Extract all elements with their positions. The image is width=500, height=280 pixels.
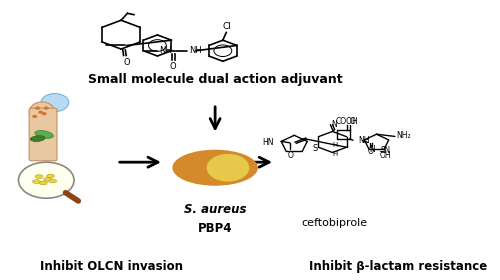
Text: NH: NH [160, 46, 172, 55]
Text: PBP4: PBP4 [198, 222, 232, 235]
Ellipse shape [35, 130, 54, 138]
Text: S: S [312, 144, 318, 153]
Ellipse shape [30, 136, 45, 141]
Text: NH: NH [188, 46, 202, 55]
Text: OH: OH [380, 151, 391, 160]
Text: Small molecule dual action adjuvant: Small molecule dual action adjuvant [88, 73, 343, 85]
Text: NH: NH [358, 136, 370, 145]
Text: Inhibit OLCN invasion: Inhibit OLCN invasion [40, 260, 183, 273]
Text: HN: HN [262, 138, 274, 147]
Ellipse shape [41, 94, 68, 112]
Circle shape [38, 111, 44, 114]
Text: N: N [332, 120, 337, 129]
Ellipse shape [46, 174, 54, 178]
Ellipse shape [29, 102, 55, 123]
Circle shape [44, 106, 49, 110]
Text: O: O [124, 58, 130, 67]
Circle shape [35, 106, 40, 110]
Ellipse shape [32, 180, 40, 183]
Text: Inhibit β-lactam resistance: Inhibit β-lactam resistance [309, 260, 488, 273]
Text: S: S [380, 146, 385, 155]
Text: S. aureus: S. aureus [184, 203, 246, 216]
Ellipse shape [40, 181, 47, 185]
Ellipse shape [35, 175, 43, 178]
Text: Cl: Cl [222, 22, 232, 31]
FancyBboxPatch shape [29, 108, 57, 161]
Text: COOH: COOH [336, 117, 358, 126]
Ellipse shape [172, 150, 258, 186]
Ellipse shape [206, 154, 250, 182]
Text: ceftobiprole: ceftobiprole [302, 218, 368, 228]
Ellipse shape [44, 178, 52, 181]
Text: N: N [370, 145, 376, 154]
Circle shape [42, 112, 46, 115]
Circle shape [18, 162, 74, 198]
Text: NH₂: NH₂ [396, 131, 410, 140]
Text: O: O [170, 62, 176, 71]
Text: =N: =N [378, 146, 390, 155]
Circle shape [32, 115, 38, 118]
Text: O: O [349, 117, 355, 126]
Ellipse shape [49, 179, 56, 183]
Text: O: O [367, 147, 373, 156]
Text: H: H [332, 151, 338, 157]
Text: H: H [332, 142, 338, 148]
Text: O: O [288, 151, 294, 160]
